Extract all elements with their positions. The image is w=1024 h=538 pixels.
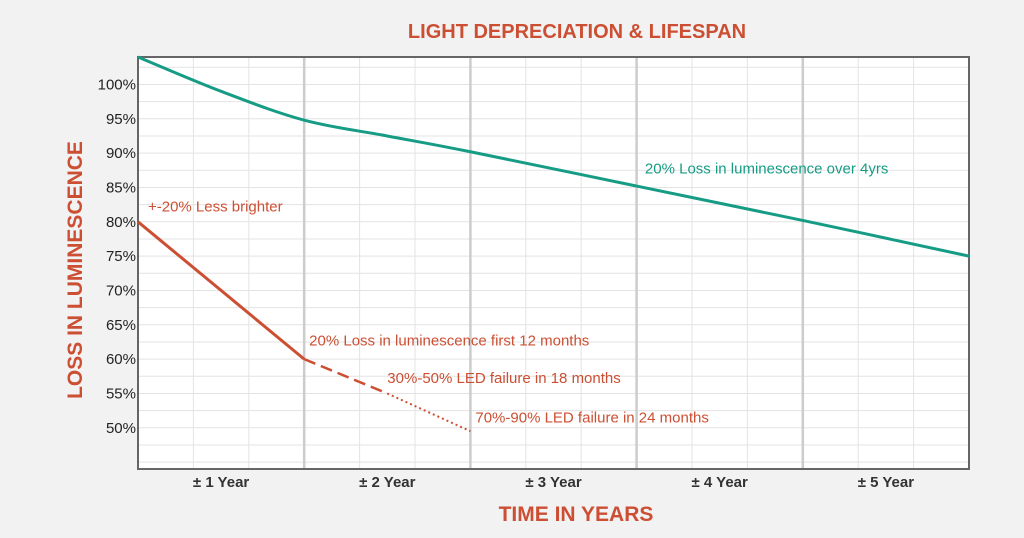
- x-tick-label: ± 1 Year: [193, 474, 250, 491]
- red-series-dashed-segment: [303, 357, 388, 395]
- plot-area: 100% 95% 90% 85% 80% 75% 70% 65% 60% 55% 50% ± 1 Ye…: [98, 55, 970, 491]
- x-tick-label: ± 2 Year: [359, 474, 416, 491]
- teal-series-line: [137, 55, 970, 258]
- red-series-dotted-segment: [386, 392, 471, 433]
- y-tick-label: 65%: [106, 317, 136, 334]
- y-axis-title: LOSS IN LUMINESCENCE: [64, 141, 87, 399]
- annotation-label: 20% Loss in luminescence over 4yrs: [645, 161, 888, 178]
- annotation-label: +-20% Less brighter: [148, 199, 283, 216]
- red-series-solid-segment: [137, 220, 306, 361]
- x-tick-label: ± 3 Year: [525, 474, 582, 491]
- y-tick-label: 80%: [106, 214, 136, 231]
- y-tick-label: 50%: [106, 420, 136, 437]
- plot-border: [137, 56, 970, 470]
- y-tick-label: 75%: [106, 248, 136, 265]
- x-tick-label: ± 5 Year: [858, 474, 915, 491]
- y-tick-label: 100%: [98, 76, 136, 93]
- y-tick-label: 55%: [106, 385, 136, 402]
- y-tick-label: 60%: [106, 351, 136, 368]
- annotation-label: 20% Loss in luminescence first 12 months: [309, 332, 589, 349]
- annotation-label: 30%-50% LED failure in 18 months: [387, 370, 620, 387]
- plot-background: [138, 57, 969, 469]
- chart-title: LIGHT DEPRECIATION & LIFESPAN: [408, 21, 746, 43]
- y-tick-label: 70%: [106, 282, 136, 299]
- y-tick-label: 90%: [106, 145, 136, 162]
- y-tick-label: 85%: [106, 179, 136, 196]
- x-tick-label: ± 4 Year: [692, 474, 749, 491]
- y-tick-label: 95%: [106, 111, 136, 128]
- annotation-label: 70%-90% LED failure in 24 months: [475, 409, 708, 426]
- x-axis-title: TIME IN YEARS: [499, 503, 654, 526]
